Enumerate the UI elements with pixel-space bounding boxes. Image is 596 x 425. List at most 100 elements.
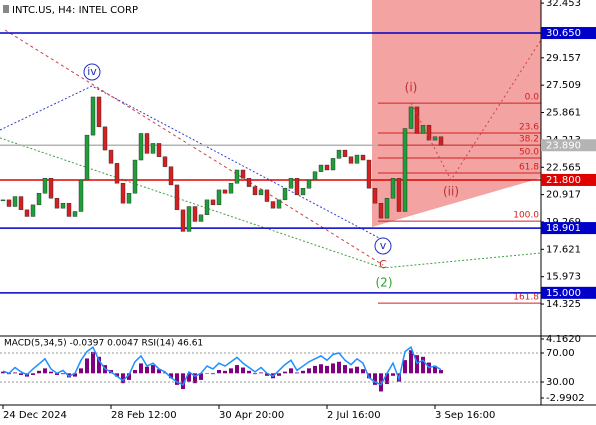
- candle: [246, 178, 252, 187]
- wave-label: (ii): [443, 185, 459, 199]
- candle: [192, 206, 198, 222]
- candle: [54, 198, 60, 209]
- candle: [282, 188, 288, 201]
- candle: [306, 179, 312, 189]
- main-layer: 32.45329.15727.50925.86124.21322.56520.9…: [0, 0, 585, 404]
- fib-label: 0.0: [525, 93, 540, 103]
- histogram-bar: [385, 373, 389, 385]
- candle: [102, 126, 108, 151]
- histogram-bar: [175, 373, 179, 385]
- candle: [126, 193, 132, 204]
- fib-label: 23.6: [519, 122, 539, 132]
- back-layer: [0, 0, 542, 304]
- candle: [318, 164, 324, 172]
- y-tick-label: 70.00: [546, 348, 575, 359]
- y-tick-label: 32.453: [546, 0, 581, 9]
- histogram-bar: [355, 366, 359, 374]
- histogram-bar: [307, 368, 311, 374]
- candle: [132, 159, 138, 194]
- indicator-title: MACD(5,34,5) -0.0397 0.0047 RSI(14) 46.6…: [4, 339, 203, 349]
- histogram-bar: [277, 373, 281, 376]
- histogram-bar: [289, 368, 293, 374]
- candle: [96, 96, 102, 128]
- histogram-bar: [295, 372, 299, 374]
- y-tick-label: 29.157: [546, 53, 581, 64]
- fib-label: 100.0: [513, 211, 539, 221]
- candle: [366, 159, 372, 189]
- histogram-bar: [421, 356, 425, 374]
- histogram-bar: [193, 373, 197, 384]
- candle: [336, 149, 342, 159]
- candle: [114, 163, 120, 184]
- histogram-bar: [1, 371, 5, 374]
- candle: [144, 133, 150, 154]
- histogram-bar: [391, 373, 395, 376]
- candle: [210, 199, 216, 206]
- wave-label: iv: [87, 65, 97, 78]
- candle: [354, 154, 360, 164]
- y-tick-label: -2.9902: [546, 393, 585, 404]
- histogram-bar: [151, 365, 155, 374]
- histogram-bar: [415, 355, 419, 374]
- y-tick-label: 25.861: [546, 108, 581, 119]
- histogram-bar: [133, 370, 137, 374]
- chart-title: INTC.US, H4: INTEL CORP: [12, 5, 138, 16]
- histogram-bar: [115, 373, 119, 377]
- histogram-bar: [43, 368, 47, 374]
- histogram-bar: [259, 372, 263, 374]
- candle: [186, 206, 192, 232]
- candle: [300, 188, 306, 196]
- wave-label: (i): [405, 81, 418, 95]
- candle: [168, 166, 174, 186]
- candle: [162, 156, 168, 167]
- candle: [252, 186, 258, 196]
- histogram-bar: [301, 370, 305, 374]
- histogram-bar: [253, 373, 257, 375]
- histogram-bar: [97, 356, 101, 374]
- fib-label: 50.0: [519, 148, 539, 158]
- candle: [6, 199, 12, 207]
- level-box: [541, 286, 596, 299]
- y-tick-label: 30.00: [546, 377, 575, 388]
- histogram-bar: [211, 373, 215, 375]
- histogram-bar: [223, 370, 227, 374]
- wave-channel: [0, 137, 542, 269]
- candle: [78, 179, 84, 212]
- histogram-bar: [325, 365, 329, 374]
- level-box: [541, 222, 596, 235]
- candle: [390, 178, 396, 199]
- candle: [174, 184, 180, 211]
- level-label: 21.800: [546, 175, 581, 186]
- histogram-bar: [241, 367, 245, 374]
- candle: [402, 128, 408, 212]
- histogram-bar: [319, 364, 323, 374]
- candle: [156, 143, 162, 157]
- histogram-bar: [205, 373, 209, 374]
- candle: [36, 193, 42, 206]
- target-zone: [372, 0, 541, 227]
- candle: [24, 209, 30, 217]
- candle: [330, 158, 336, 171]
- histogram-bar: [181, 373, 185, 389]
- candle: [294, 178, 300, 196]
- y-tick-label: 17.621: [546, 244, 581, 255]
- candle: [150, 143, 156, 154]
- y-tick-label: 14.325: [546, 299, 581, 310]
- wave-label: v: [380, 239, 387, 252]
- histogram-bar: [349, 368, 353, 374]
- candle: [198, 214, 204, 222]
- histogram-bar: [127, 373, 131, 380]
- histogram-bar: [157, 369, 161, 374]
- histogram-bar: [247, 370, 251, 374]
- histogram-bar: [49, 371, 53, 374]
- wave-label: (2): [376, 276, 393, 290]
- histogram-bar: [343, 365, 347, 374]
- candle: [258, 189, 264, 196]
- candle: [426, 124, 432, 141]
- y-tick-label: 22.565: [546, 162, 581, 173]
- y-tick-label: 27.509: [546, 80, 581, 91]
- histogram-bar: [403, 360, 407, 374]
- histogram-bar: [313, 365, 317, 374]
